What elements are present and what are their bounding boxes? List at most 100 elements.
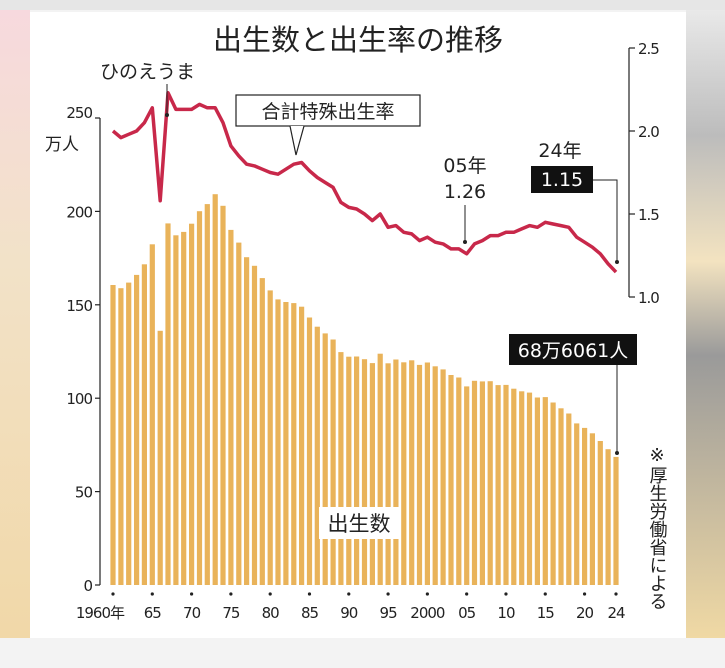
birth-bar [173, 235, 179, 586]
birth-bar [432, 366, 438, 585]
birth-bar [542, 397, 548, 585]
y2005-year: 05年 [443, 155, 486, 177]
rate-label: 合計特殊出生率 [261, 101, 394, 123]
birth-bar [582, 427, 588, 585]
x-axis-tick-dot [386, 592, 390, 596]
right-axis-tick-label: 1.0 [638, 289, 659, 307]
x-axis-tick-dot [582, 592, 587, 596]
birth-bar [267, 290, 273, 585]
chart-title: 出生数と出生率の推移 [213, 23, 503, 57]
y2024-leader [593, 179, 618, 262]
y2024-year: 24年 [538, 140, 581, 162]
left-axis: 0 50 100 150 200 250 [66, 104, 101, 595]
source-note: ※厚生労働省による [647, 445, 668, 610]
birth-bar [377, 353, 383, 585]
births-bars [110, 194, 619, 586]
x-axis-tick-label: 2000 [410, 604, 445, 622]
y2005-value: 1.26 [444, 181, 486, 203]
leader-dot [463, 240, 467, 244]
birth-bar [613, 456, 619, 585]
x-axis-tick-label: 70 [183, 604, 201, 622]
birth-bar [244, 257, 250, 585]
x-axis-tick-dot [189, 592, 194, 596]
birth-bar [519, 391, 525, 585]
birth-bar [534, 397, 540, 585]
x-axis-tick-label: 15 [537, 604, 555, 622]
x-axis: 1960年 65 70 75 80 85 90 95 2000 05 10 15 20 24 [76, 592, 626, 622]
birth-bar [464, 386, 470, 585]
x-axis-tick-label: 24 [607, 604, 625, 622]
birth-bar [471, 380, 478, 585]
birth-bar [566, 413, 572, 585]
birth-bar [196, 211, 203, 585]
y2024-value-box [531, 166, 593, 193]
birth-bar [118, 288, 124, 585]
birth-bar [354, 356, 360, 585]
birth-bar [236, 242, 242, 585]
x-axis-tick-dot [614, 592, 618, 596]
birth-bar [401, 362, 407, 585]
leader-dot [615, 260, 619, 264]
background-left [0, 10, 30, 638]
births-label-box [319, 507, 399, 539]
birth-bar [141, 264, 147, 585]
birth-bar [330, 339, 336, 585]
birth-bar [165, 223, 171, 585]
x-axis-tick-label: 80 [262, 604, 280, 622]
left-axis-tick-label: 150 [66, 297, 92, 315]
x-axis-tick-dot [465, 592, 469, 596]
birth-bar [448, 375, 454, 585]
birth-bar [550, 402, 556, 585]
birth-bar [346, 356, 352, 585]
birth-bar [361, 359, 368, 585]
birth-bar [369, 363, 375, 585]
right-axis-tick-label: 1.5 [638, 206, 659, 224]
x-axis-tick-dot [543, 592, 547, 596]
x-axis-tick-label: 75 [222, 604, 240, 622]
birth-bar [605, 449, 611, 585]
birth-bar [189, 223, 195, 585]
birth-bar [424, 362, 430, 585]
left-axis-tick-label: 50 [75, 484, 93, 502]
birth-bar [275, 299, 281, 585]
birth-bar [110, 285, 116, 585]
birth-bar [314, 326, 320, 585]
x-axis-tick-label: 05 [458, 604, 476, 622]
birth-bar [416, 364, 423, 585]
x-axis-tick-label: 95 [380, 604, 398, 622]
birth-bar [503, 384, 509, 585]
birth-bar [511, 388, 517, 585]
birth-bar [228, 229, 234, 585]
birth-bar [589, 433, 595, 585]
right-axis-tick-label: 2.5 [638, 40, 659, 58]
x-axis-tick-label: 85 [301, 604, 319, 622]
birth-bar [479, 381, 485, 585]
x-axis-tick-label: 10 [497, 604, 515, 622]
x-axis-tick-label: 90 [340, 604, 358, 622]
birth-bar [157, 330, 163, 585]
x-axis-tick-dot [268, 592, 272, 596]
birth-bar [393, 359, 399, 585]
x-axis-tick-dot [150, 592, 154, 596]
leader-dot [165, 113, 169, 117]
x-axis-tick-dot [347, 592, 351, 596]
births-2024-box [509, 334, 637, 365]
birth-bar [220, 205, 226, 586]
birth-bar [212, 194, 218, 585]
birth-bar [299, 306, 305, 585]
x-axis-tick-dot [111, 592, 115, 596]
birth-bar [338, 352, 344, 585]
births-label: 出生数 [328, 512, 391, 536]
x-axis-tick-dot [229, 592, 233, 596]
left-axis-unit: 万人 [45, 135, 79, 155]
rate-label-pointer [289, 125, 305, 156]
birth-bar [440, 369, 446, 585]
birth-bar [385, 363, 391, 585]
birth-bar [597, 441, 603, 585]
background-right [686, 10, 725, 638]
birth-bar [456, 377, 462, 585]
birth-bar [149, 244, 155, 586]
x-axis-tick-label: 20 [576, 604, 594, 622]
birth-bar [291, 303, 297, 585]
